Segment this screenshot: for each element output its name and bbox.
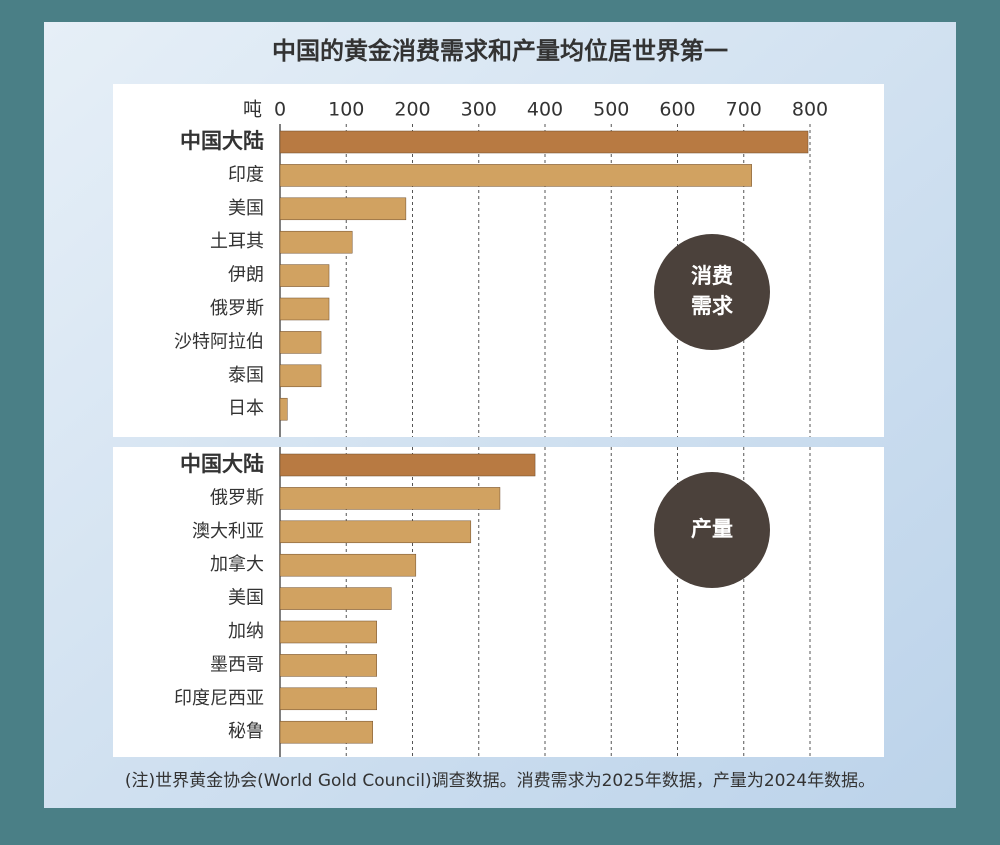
bar [279, 397, 288, 421]
x-tick-label: 0 [274, 99, 286, 121]
y-tick-label: 中国大陆 [180, 452, 264, 476]
bar [279, 553, 417, 577]
bar [279, 364, 322, 388]
bar [279, 130, 809, 154]
x-tick-label: 200 [394, 99, 430, 121]
y-tick-label: 中国大陆 [180, 129, 264, 153]
badge-label: 产量 [691, 517, 733, 541]
bar [279, 620, 377, 644]
x-tick-label: 700 [726, 99, 762, 121]
bar [279, 720, 373, 744]
bar [279, 331, 322, 354]
bar [279, 453, 536, 477]
y-tick-label: 伊朗 [228, 265, 264, 286]
y-tick-label: 泰国 [228, 365, 264, 386]
y-tick-label: 印度尼西亚 [174, 688, 264, 709]
bar [279, 197, 407, 221]
y-tick-label: 澳大利亚 [192, 521, 264, 542]
y-tick-label: 秘鲁 [228, 721, 264, 742]
bar [279, 230, 353, 254]
axis-unit: 吨 [243, 99, 262, 121]
badge [654, 472, 770, 588]
y-tick-label: 印度 [228, 164, 264, 185]
y-tick-label: 日本 [228, 398, 264, 419]
x-tick-label: 300 [461, 99, 497, 121]
y-tick-label: 俄罗斯 [210, 487, 264, 508]
y-tick-label: 墨西哥 [210, 654, 264, 675]
x-tick-label: 600 [659, 99, 695, 121]
chart-title: 中国的黄金消费需求和产量均位居世界第一 [272, 37, 728, 65]
y-tick-label: 美国 [228, 588, 264, 609]
badge-label: 消费 [691, 264, 733, 288]
badge-label: 需求 [691, 294, 733, 318]
note: (注)世界黄金协会(World Gold Council)调查数据。消费需求为2… [125, 771, 875, 791]
y-tick-label: 俄罗斯 [210, 298, 264, 319]
bar [279, 164, 752, 187]
bar [279, 487, 501, 510]
x-tick-label: 500 [593, 99, 629, 121]
x-tick-label: 400 [527, 99, 563, 121]
y-tick-label: 加纳 [228, 621, 264, 642]
badge [654, 234, 770, 350]
bar [279, 520, 472, 544]
x-tick-label: 100 [328, 99, 364, 121]
y-tick-label: 土耳其 [210, 231, 264, 252]
y-tick-label: 沙特阿拉伯 [174, 331, 264, 352]
bar [279, 654, 377, 677]
x-tick-label: 800 [792, 99, 828, 121]
bar [279, 587, 392, 610]
bar [279, 264, 330, 287]
bar [279, 687, 377, 711]
y-tick-label: 加拿大 [210, 553, 264, 575]
bar [279, 297, 330, 321]
y-tick-label: 美国 [228, 198, 264, 219]
